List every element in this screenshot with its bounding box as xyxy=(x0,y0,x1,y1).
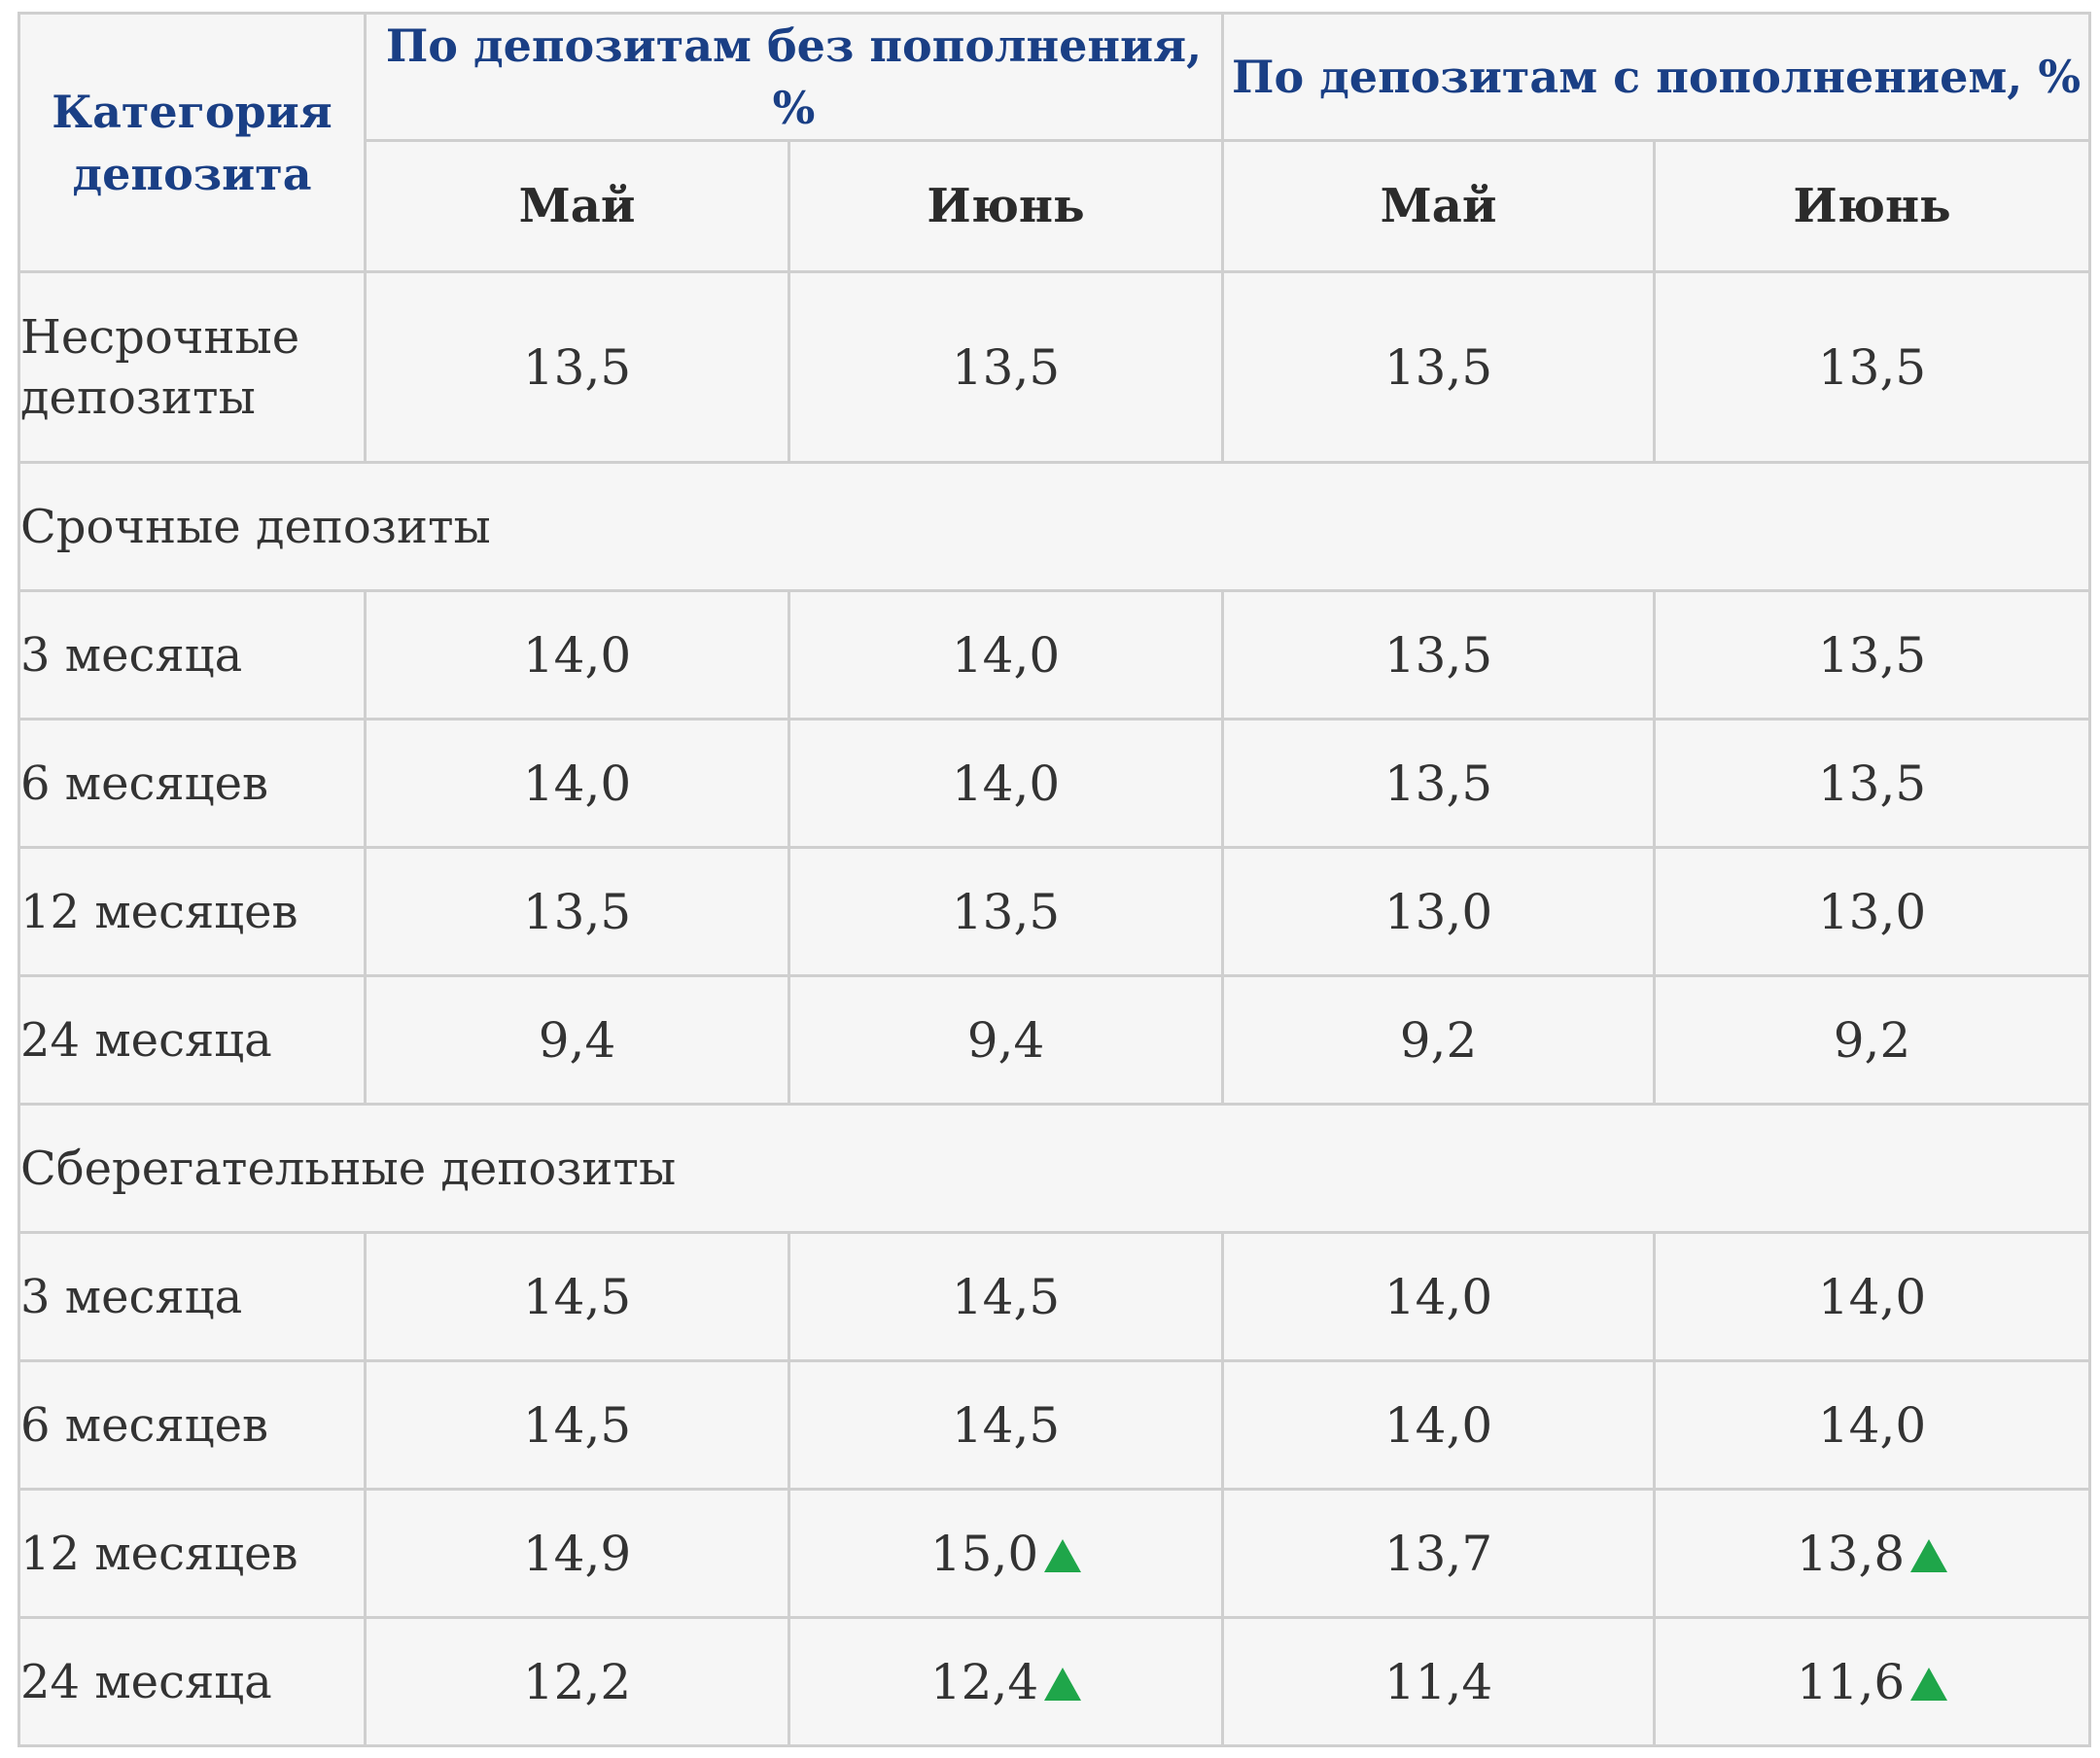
row-label: 12 месяцев xyxy=(18,846,367,977)
cell-value: 14,0 xyxy=(1221,1359,1657,1491)
cell-value-text: 13,8 xyxy=(1796,1525,1906,1582)
cell-value: 14,0 xyxy=(1653,1359,2092,1491)
header-group-without-topup: По депозитам без пополнения, % xyxy=(363,12,1225,142)
section-title-savings: Сберегательные депозиты xyxy=(17,1103,2092,1234)
cell-value: 13,5 xyxy=(787,846,1225,977)
cell-value: 13,5 xyxy=(1221,270,1657,464)
cell-value: 12,4 xyxy=(787,1616,1225,1747)
cell-value: 13,5 xyxy=(1221,589,1657,721)
header-month-june-without: Июнь xyxy=(787,139,1225,273)
table-row: 3 месяца 14,5 14,5 14,0 14,0 xyxy=(18,1231,2092,1362)
cell-value: 14,0 xyxy=(787,589,1225,721)
up-arrow-icon xyxy=(1044,1667,1082,1701)
header-month-june-with: Июнь xyxy=(1653,139,2092,273)
cell-value: 9,2 xyxy=(1653,974,2092,1106)
deposit-rates-table: Категория депозита По депозитам без попо… xyxy=(17,12,2092,1747)
row-label: 3 месяца xyxy=(18,1231,367,1362)
cell-value: 13,5 xyxy=(1221,718,1657,849)
row-label: 24 месяца xyxy=(18,1616,367,1747)
cell-value: 14,0 xyxy=(787,718,1225,849)
cell-value: 13,0 xyxy=(1221,846,1657,977)
cell-value: 14,0 xyxy=(1221,1231,1657,1362)
header-category: Категория депозита xyxy=(18,12,367,273)
table-row: 12 месяцев 14,9 15,0 13,7 13,8 xyxy=(18,1488,2092,1619)
row-label: 6 месяцев xyxy=(18,1359,367,1491)
row-label: 6 месяцев xyxy=(18,718,367,849)
cell-value: 11,6 xyxy=(1653,1616,2092,1747)
cell-value: 13,5 xyxy=(364,270,790,464)
cell-value: 9,2 xyxy=(1221,974,1657,1106)
table-row: 3 месяца 14,0 14,0 13,5 13,5 xyxy=(18,589,2092,721)
cell-value-text: 11,6 xyxy=(1796,1653,1906,1710)
cell-value: 11,4 xyxy=(1221,1616,1657,1747)
cell-value: 14,0 xyxy=(364,718,790,849)
table-row: 24 месяца 12,2 12,4 11,4 11,6 xyxy=(18,1616,2092,1747)
cell-value: 14,5 xyxy=(364,1359,790,1491)
cell-value: 14,0 xyxy=(364,589,790,721)
cell-value-text: 15,0 xyxy=(929,1525,1039,1582)
section-row-term: Срочные депозиты xyxy=(17,461,2092,592)
cell-value: 13,5 xyxy=(364,846,790,977)
cell-value: 13,5 xyxy=(1653,270,2092,464)
cell-value: 13,5 xyxy=(1653,589,2092,721)
cell-value: 13,5 xyxy=(1653,718,2092,849)
cell-value: 15,0 xyxy=(787,1488,1225,1619)
cell-value: 9,4 xyxy=(787,974,1225,1106)
table-row: 6 месяцев 14,0 14,0 13,5 13,5 xyxy=(18,718,2092,849)
row-label: 24 месяца xyxy=(18,974,367,1106)
cell-value: 14,5 xyxy=(787,1359,1225,1491)
table-row-demand: Несрочные депозиты 13,5 13,5 13,5 13,5 xyxy=(18,270,2092,464)
cell-value: 14,0 xyxy=(1653,1231,2092,1362)
header-month-may-with: Май xyxy=(1221,139,1657,273)
table-row: 24 месяца 9,4 9,4 9,2 9,2 xyxy=(18,974,2092,1106)
header-month-may-without: Май xyxy=(364,139,790,273)
cell-value-text: 12,4 xyxy=(929,1653,1039,1710)
table-row: 6 месяцев 14,5 14,5 14,0 14,0 xyxy=(18,1359,2092,1491)
cell-value: 13,5 xyxy=(787,270,1225,464)
up-arrow-icon xyxy=(1044,1538,1082,1572)
rates-table-container: Категория депозита По депозитам без попо… xyxy=(17,12,2092,1747)
cell-value: 13,7 xyxy=(1221,1488,1657,1619)
section-row-savings: Сберегательные депозиты xyxy=(17,1103,2092,1234)
section-title-term: Срочные депозиты xyxy=(17,461,2092,592)
cell-value: 12,2 xyxy=(364,1616,790,1747)
table-row: 12 месяцев 13,5 13,5 13,0 13,0 xyxy=(18,846,2092,977)
row-label: Несрочные депозиты xyxy=(18,270,367,464)
cell-value: 9,4 xyxy=(364,974,790,1106)
row-label: 12 месяцев xyxy=(18,1488,367,1619)
cell-value: 13,8 xyxy=(1653,1488,2092,1619)
row-label: 3 месяца xyxy=(18,589,367,721)
cell-value: 13,0 xyxy=(1653,846,2092,977)
cell-value: 14,5 xyxy=(787,1231,1225,1362)
cell-value: 14,9 xyxy=(364,1488,790,1619)
cell-value: 14,5 xyxy=(364,1231,790,1362)
header-group-with-topup: По депозитам с пополнением, % xyxy=(1221,12,2092,142)
up-arrow-icon xyxy=(1910,1667,1948,1701)
up-arrow-icon xyxy=(1910,1538,1948,1572)
